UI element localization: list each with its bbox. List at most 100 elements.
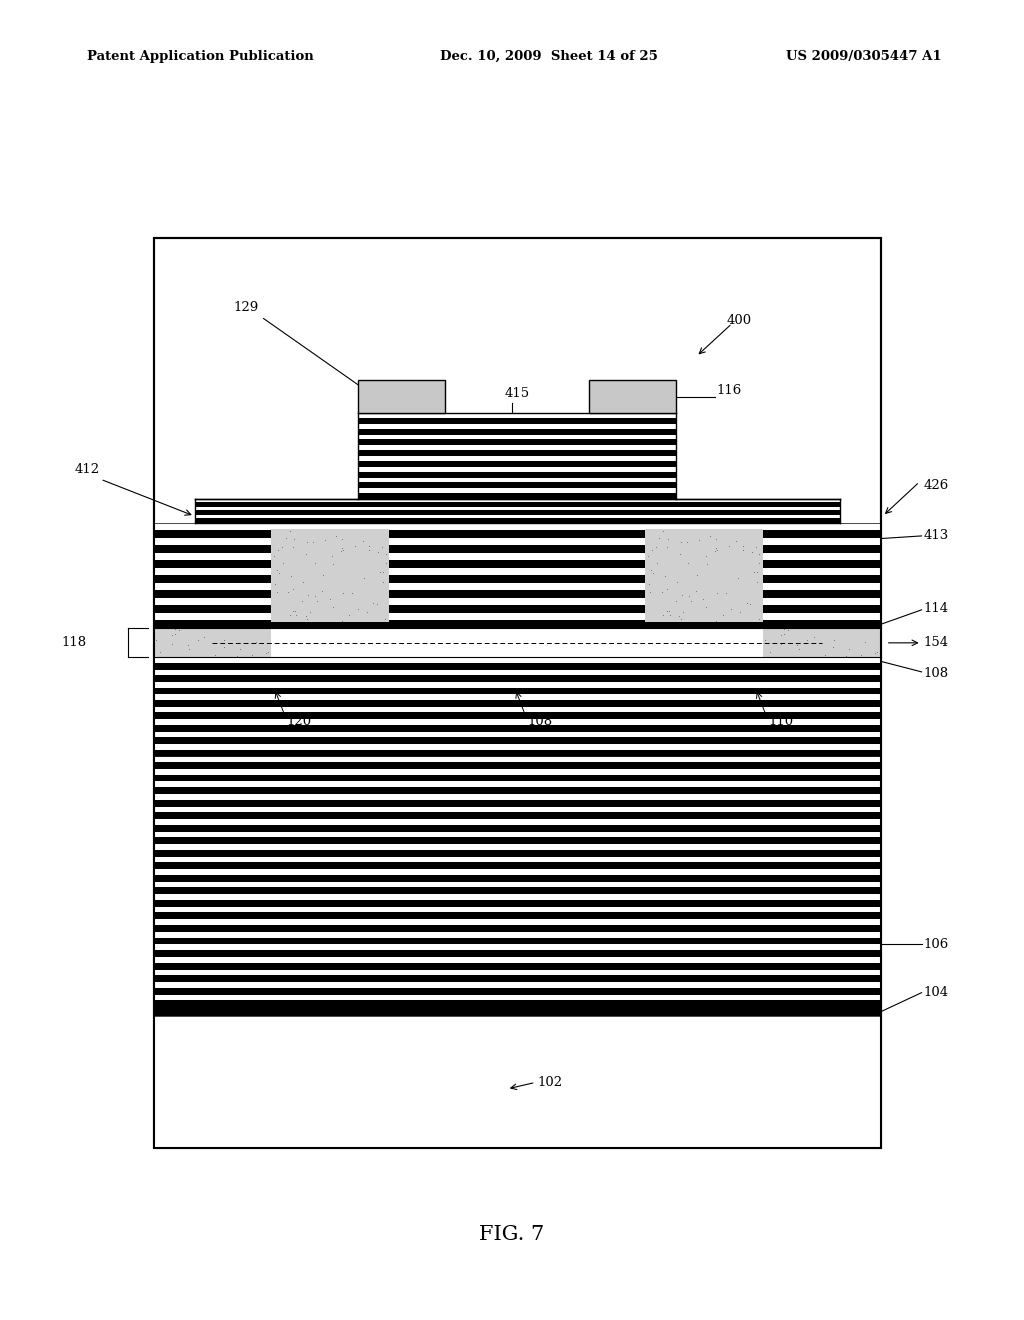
Point [164, 634, 180, 655]
Point [181, 638, 198, 659]
Bar [154, 700, 881, 708]
Text: 412: 412 [75, 463, 99, 477]
Bar [154, 887, 881, 895]
Point [288, 605, 304, 626]
Point [344, 582, 360, 603]
Point [189, 630, 206, 651]
Point [749, 572, 765, 593]
Point [371, 541, 387, 562]
Bar [195, 502, 840, 507]
Point [707, 541, 723, 562]
Bar [154, 1016, 881, 1148]
Bar [154, 523, 881, 628]
Bar [763, 628, 881, 657]
Point [668, 590, 684, 611]
Point [287, 601, 303, 622]
Point [268, 560, 285, 581]
Text: 108: 108 [527, 715, 553, 729]
Point [257, 643, 273, 664]
Point [285, 578, 301, 599]
Point [328, 525, 344, 546]
Text: 129: 129 [233, 301, 258, 314]
Text: Dec. 10, 2009  Sheet 14 of 25: Dec. 10, 2009 Sheet 14 of 25 [440, 50, 658, 63]
Bar [195, 499, 840, 523]
Point [334, 529, 350, 550]
Point [294, 590, 310, 611]
Bar [154, 987, 881, 995]
Point [757, 630, 773, 651]
Point [299, 532, 315, 553]
Point [335, 582, 351, 603]
Point [658, 601, 675, 622]
Point [315, 564, 332, 585]
Point [655, 520, 672, 541]
Point [248, 632, 264, 653]
Point [869, 642, 886, 663]
Point [374, 537, 390, 558]
Point [301, 601, 317, 622]
Text: 426: 426 [924, 479, 949, 492]
Point [300, 585, 316, 606]
Point [762, 642, 778, 663]
Bar [154, 545, 881, 553]
Text: 415: 415 [505, 387, 529, 400]
Point [732, 601, 749, 622]
Text: 102: 102 [538, 1076, 563, 1089]
Bar [358, 471, 676, 478]
Point [358, 601, 375, 622]
Bar [154, 238, 881, 1148]
Text: US 2009/0305447 A1: US 2009/0305447 A1 [786, 50, 942, 63]
Point [838, 645, 854, 667]
Point [282, 605, 298, 626]
Text: 413: 413 [924, 529, 949, 543]
Text: 118: 118 [61, 636, 87, 649]
Bar [154, 713, 881, 719]
Point [333, 541, 349, 562]
Point [167, 619, 183, 640]
Point [718, 582, 734, 603]
Point [639, 546, 655, 568]
Point [267, 573, 284, 594]
Point [282, 520, 298, 541]
Point [708, 537, 724, 558]
Bar [358, 482, 676, 488]
Point [660, 601, 677, 622]
Bar [195, 510, 840, 515]
Point [752, 553, 768, 574]
Point [673, 609, 689, 630]
Text: 120: 120 [287, 715, 312, 729]
Bar [154, 605, 881, 614]
Point [647, 536, 664, 557]
Point [355, 568, 372, 589]
Point [701, 525, 718, 546]
Point [866, 643, 883, 664]
Bar [154, 590, 881, 598]
Point [674, 585, 690, 606]
Bar [154, 812, 881, 818]
Point [349, 598, 366, 619]
Point [306, 552, 323, 573]
Bar [271, 529, 389, 622]
Point [660, 528, 677, 549]
Bar [154, 238, 881, 1148]
Bar [154, 787, 881, 793]
Bar [358, 413, 676, 499]
Point [335, 540, 351, 561]
Bar [154, 725, 881, 731]
Point [153, 642, 169, 663]
Point [749, 561, 765, 582]
Bar [154, 628, 271, 657]
Point [268, 582, 285, 603]
Point [669, 572, 685, 593]
Point [285, 601, 301, 622]
Point [651, 527, 668, 548]
Point [657, 565, 674, 586]
Bar [154, 825, 881, 832]
Text: 104: 104 [924, 986, 949, 999]
Point [197, 627, 213, 648]
Point [698, 553, 715, 574]
Point [735, 540, 752, 561]
Point [179, 634, 196, 655]
Point [285, 536, 301, 557]
Point [655, 605, 672, 626]
